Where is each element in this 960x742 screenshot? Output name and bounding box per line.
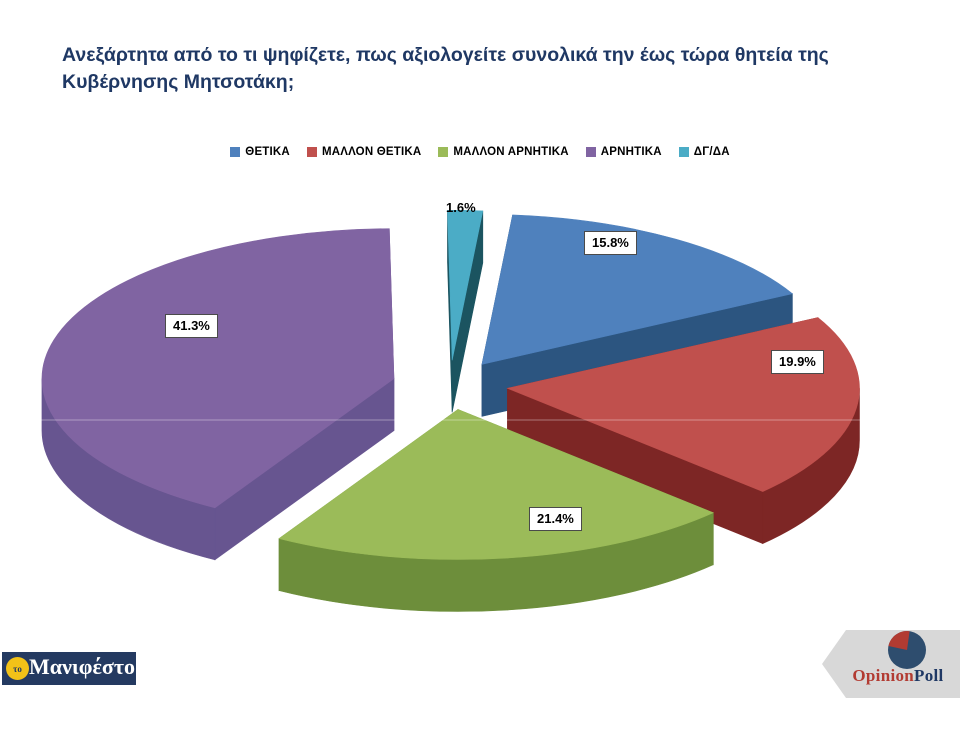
legend-label-negative: ΑΡΝΗΤΙΚΑ (600, 146, 662, 158)
legend-label-rather-negative: ΜΑΛΛΟΝ ΑΡΝΗΤΙΚΑ (453, 146, 569, 158)
chart-question-title: Ανεξάρτητα από το τι ψηφίζετε, πως αξιολ… (62, 44, 829, 93)
legend-swatch-rather-positive (306, 147, 317, 157)
opinionpoll-pie-icon-wedge (888, 631, 910, 650)
pie-slice-top (278, 409, 715, 560)
manifesto-logo: το Μανιφέστο (2, 652, 136, 685)
legend-item-negative: ΑΡΝΗΤΙΚΑ (585, 146, 662, 158)
legend-swatch-negative (585, 147, 596, 157)
pie-slice-dk-na (447, 210, 484, 413)
data-label-rather-negative: 21.4% (529, 507, 582, 531)
legend-item-rather-negative: ΜΑΛΛΟΝ ΑΡΝΗΤΙΚΑ (438, 146, 569, 158)
manifesto-logo-text: Μανιφέστο (29, 654, 135, 679)
legend-item-positive: ΘΕΤΙΚΑ (230, 146, 290, 158)
legend-swatch-rather-negative (438, 147, 449, 157)
pie-slice-top (41, 228, 395, 509)
legend-label-positive: ΘΕΤΙΚΑ (245, 146, 290, 158)
data-label-negative: 41.3% (165, 314, 218, 338)
legend-swatch-positive (230, 147, 241, 157)
pie-slice-top (447, 210, 484, 361)
opinionpoll-text-opinion: Opinion (852, 666, 915, 685)
legend-swatch-dk-na (678, 147, 689, 157)
pie-slice-rather-negative (278, 408, 715, 612)
pie-slice-top (481, 214, 794, 365)
legend-item-dk-na: ΔΓ/ΔΑ (678, 146, 730, 158)
pie-slice-negative (41, 228, 395, 561)
chart-legend: ΘΕΤΙΚΑ ΜΑΛΛΟΝ ΘΕΤΙΚΑ ΜΑΛΛΟΝ ΑΡΝΗΤΙΚΑ ΑΡΝ… (0, 146, 960, 158)
opinionpoll-logo-text: OpinionPoll (836, 666, 960, 686)
legend-label-rather-positive: ΜΑΛΛΟΝ ΘΕΤΙΚΑ (321, 146, 422, 158)
data-label-rather-positive: 19.9% (771, 350, 824, 374)
opinionpoll-logo (822, 630, 960, 698)
data-label-dk-na: 1.6% (446, 200, 476, 215)
opinionpoll-text-poll: Poll (914, 666, 944, 685)
data-label-positive: 15.8% (584, 231, 637, 255)
manifesto-logo-circle: το (6, 657, 29, 680)
legend-label-dk-na: ΔΓ/ΔΑ (693, 146, 730, 158)
legend-item-rather-positive: ΜΑΛΛΟΝ ΘΕΤΙΚΑ (306, 146, 422, 158)
